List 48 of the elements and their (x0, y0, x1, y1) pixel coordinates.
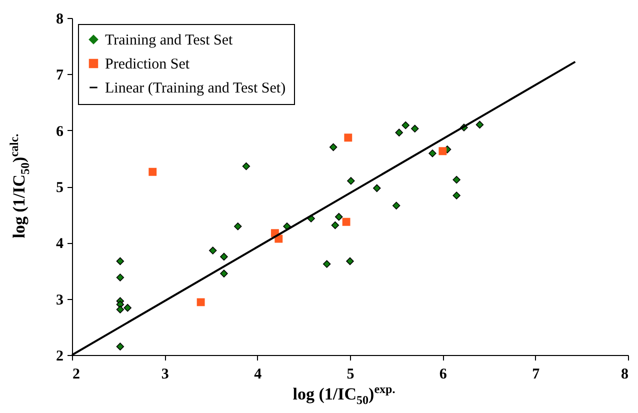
point (220, 252, 228, 261)
y-tick-label: 7 (56, 68, 64, 84)
point (395, 128, 403, 136)
point (234, 222, 242, 230)
x-axis-title: log (1/IC$_{50}$)$^{exp.}$ (292, 382, 396, 408)
point (124, 304, 132, 312)
point (392, 202, 400, 210)
point (148, 168, 157, 176)
y-tick-label: 6 (56, 124, 64, 140)
x-tick-label: 6 (439, 366, 448, 382)
y-tick-label: 4 (56, 236, 64, 252)
point (344, 134, 352, 142)
x-tick-label: 3 (161, 366, 169, 382)
point (438, 147, 447, 156)
point (452, 176, 460, 184)
x-tick-label: 2 (72, 366, 80, 382)
point (322, 260, 331, 268)
point (476, 120, 484, 129)
point (208, 246, 217, 254)
point (411, 124, 419, 133)
point (452, 192, 460, 200)
point (116, 274, 124, 282)
y-tick-label: 8 (56, 12, 64, 28)
point (346, 257, 354, 266)
point (342, 218, 350, 226)
x-tick-label: 7 (532, 366, 540, 382)
point (116, 306, 124, 314)
x-tick-label: 8 (621, 366, 628, 382)
y-tick-label: 3 (56, 292, 64, 308)
point (373, 184, 381, 192)
x-tick-label: 5 (346, 366, 354, 382)
point (196, 298, 205, 306)
point (116, 342, 124, 350)
point (402, 121, 410, 130)
point (331, 221, 340, 230)
point (242, 162, 250, 170)
point (335, 212, 343, 221)
y-tick-label: 5 (56, 180, 64, 196)
point (220, 270, 228, 278)
y-tick-label: 2 (56, 348, 64, 364)
x-tick-label: 4 (254, 366, 262, 382)
legend-label: Prediction Set (105, 56, 190, 72)
legend-label: Linear (Training and Test Set) (105, 80, 286, 96)
point (329, 143, 338, 152)
point (428, 150, 436, 158)
legend-label: Training and Test Set (105, 32, 234, 48)
point (347, 177, 355, 185)
point (116, 257, 124, 266)
